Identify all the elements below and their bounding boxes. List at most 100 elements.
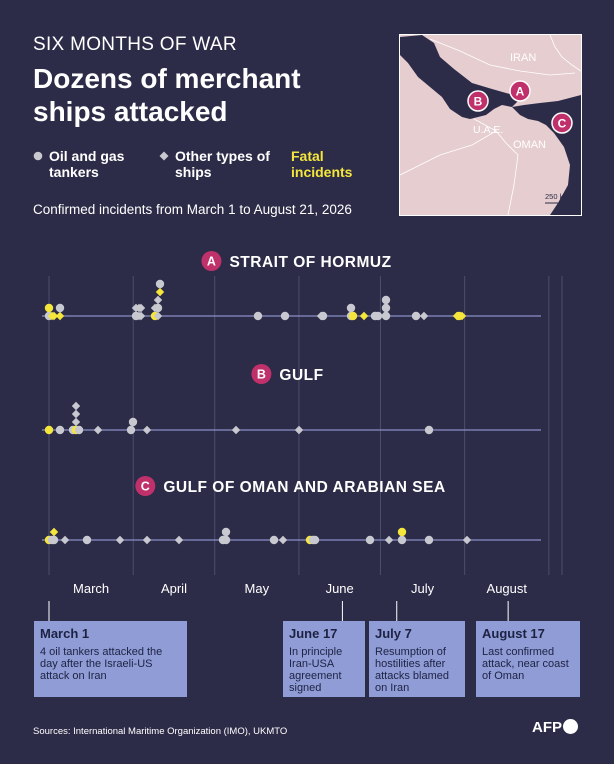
other-ship-point [60,535,70,545]
oil-tanker-point [128,417,138,427]
other-ship-point [419,311,429,321]
map-border-saudi [400,130,497,176]
kicker: SIX MONTHS OF WAR [33,34,237,55]
other-ship-point [153,311,163,321]
other-ship-point [278,535,288,545]
note-date: August 17 [482,626,545,641]
map-sea-gulf [400,35,518,119]
map-border-east [549,35,581,72]
map-marker-b: B [467,90,489,112]
fatal-ship-point [55,311,65,321]
oil-tanker-point [381,303,391,313]
oil-tanker-point [126,425,136,435]
oil-tanker-point [253,311,263,321]
svg-text:B: B [474,95,483,109]
other-ship-point [71,417,81,427]
headline: Dozens of merchant ships attacked [33,63,301,127]
fatal-ship-point [359,311,369,321]
x-tick-label: August [487,581,528,596]
svg-text:A: A [516,85,525,99]
diamond-icon [159,151,169,161]
oil-tanker-point [221,527,231,537]
note-text: 4 oil tankers attacked the day after the… [40,646,163,682]
oil-tanker-point [74,425,84,435]
oil-tanker-point [346,303,356,313]
oil-tanker-point [82,535,92,545]
other-ship-point [142,535,152,545]
other-ship-point [462,535,472,545]
note-text: Last confirmed attack, near coast of Oma… [482,646,569,682]
panel-title: STRAIT OF HORMUZ [229,254,391,271]
other-ship-point [231,425,241,435]
x-tick-label: May [245,581,270,596]
fatal-ship-point [155,287,165,297]
map-label-uae: U.A.E. [473,124,503,136]
panel-title: GULF OF OMAN AND ARABIAN SEA [163,479,445,496]
oil-tanker-point [411,311,421,321]
fatal-ship-point [49,527,59,537]
panel-marker-circle [201,251,222,271]
oil-tanker-point [424,425,434,435]
location-map: IRAN U.A.E. OMAN 250 km A B C [399,34,582,216]
other-ship-point [142,425,152,435]
oil-tanker-point [55,425,65,435]
x-tick-label: March [73,581,109,596]
fatal-oil-point [44,425,54,435]
panel-title: GULF [279,367,323,384]
panel-marker-label: B [257,368,266,382]
other-ship-point [136,303,146,313]
other-ship-point [294,425,304,435]
x-tick-label: April [161,581,187,596]
note-march-1: March 1 4 oil tankers attacked the day a… [34,621,187,697]
fatal-oil-point [397,527,407,537]
legend-oil-label: Oil and gas tankers [49,148,125,180]
map-marker-c: C [551,112,573,134]
oil-tanker-point [269,535,279,545]
oil-tanker-point [221,535,231,545]
oil-tanker-point [49,535,59,545]
fatal-ship-point [49,311,59,321]
subtitle: Confirmed incidents from March 1 to Augu… [33,202,352,217]
note-date: July 7 [375,626,412,641]
note-date: June 17 [289,626,338,641]
map-marker-a: A [509,80,531,102]
circle-icon [33,151,43,161]
oil-tanker-point [381,295,391,305]
note-july-7: July 7 Resumption of hostilities after a… [369,621,465,697]
map-label-iran: IRAN [510,52,536,64]
other-ship-point [93,425,103,435]
oil-tanker-point [373,311,383,321]
oil-tanker-point [318,311,328,321]
panel-marker-circle [135,476,156,496]
panel-marker-circle [251,364,272,384]
map-border-iran [429,38,576,76]
other-ship-point [174,535,184,545]
note-date: March 1 [40,626,90,641]
legend-other-label: Other types of ships [175,148,270,180]
oil-tanker-point [155,279,165,289]
panel-marker-label: A [207,255,216,269]
oil-tanker-point [365,535,375,545]
oil-tanker-point [381,311,391,321]
oil-tanker-point [397,535,407,545]
other-ship-point [136,311,146,321]
other-ship-point [384,535,394,545]
other-ship-point [71,401,81,411]
note-text: In principle Iran-USA agreement signed [289,646,343,694]
map-label-oman: OMAN [513,139,546,151]
map-border-uae-oman [473,118,519,215]
other-ship-point [115,535,125,545]
fatal-oil-point [44,303,54,313]
x-tick-label: June [326,581,354,596]
note-text: Resumption of hostilities after attacks … [375,646,449,694]
panel-marker-label: C [141,480,150,494]
fatal-oil-point [348,311,358,321]
svg-text:C: C [558,117,567,131]
agency-logo: AFP [532,719,578,736]
note-june-17: June 17 In principle Iran-USA agreement … [283,621,365,697]
other-ship-point [71,409,81,419]
oil-tanker-point [153,303,163,313]
oil-tanker-point [424,535,434,545]
note-august-17: August 17 Last confirmed attack, near co… [476,621,580,697]
